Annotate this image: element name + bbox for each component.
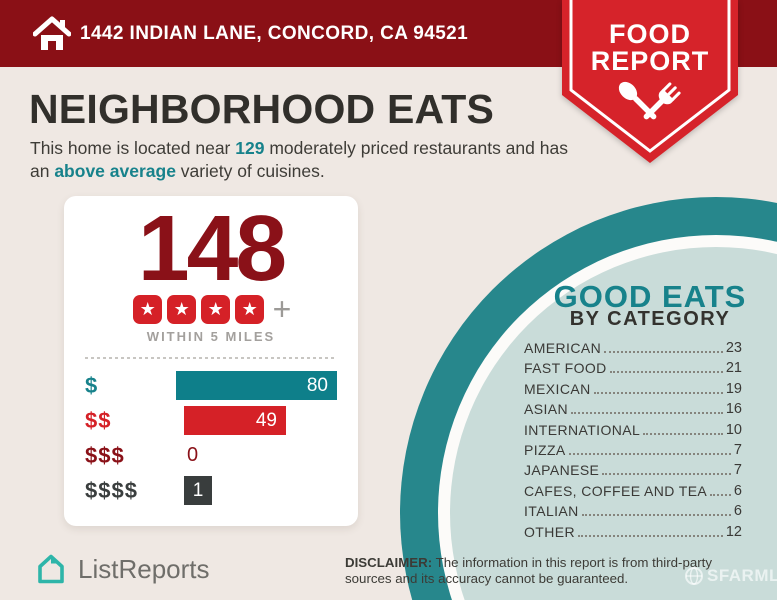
- category-label: PIZZA: [524, 441, 566, 458]
- dot-leader: [602, 473, 731, 476]
- radius-caption: WITHIN 5 MILES: [146, 329, 276, 345]
- badge-line2: REPORT: [591, 46, 710, 76]
- watermark-text: SFARMLS: [707, 566, 777, 585]
- price-level-label: $$$: [85, 442, 125, 468]
- category-row: FAST FOOD 21: [524, 360, 742, 377]
- category-row: INTERNATIONAL 10: [524, 421, 742, 438]
- category-row: OTHER 12: [524, 523, 742, 540]
- price-bar-row: $$$$ 1: [85, 476, 337, 506]
- category-value: 7: [733, 462, 742, 479]
- dashed-divider: [85, 357, 337, 360]
- restaurant-stats-card: 148 ★ ★ ★ ★ + WITHIN 5 MILES $80 $$ 49 $$$ 0 $$$$…: [64, 196, 358, 526]
- restaurant-count-inline: 129: [235, 138, 265, 158]
- dot-leader: [643, 432, 723, 435]
- dot-leader: [609, 371, 723, 374]
- subtitle-text: variety of cuisines.: [175, 161, 325, 182]
- category-label: FAST FOOD: [524, 360, 607, 377]
- dot-leader: [710, 493, 731, 496]
- category-row: CAFES, COFFEE AND TEA 6: [524, 482, 742, 499]
- category-value: 12: [725, 523, 742, 540]
- listreports-logo: ListReports: [33, 551, 210, 587]
- food-report-badge: FOOD REPORT: [562, 0, 738, 163]
- fork-and-spoon-icon: [618, 81, 681, 120]
- good-eats-title: GOOD EATS: [553, 279, 747, 314]
- bar-value: 80: [306, 374, 328, 396]
- category-label: JAPANESE: [524, 462, 600, 479]
- bar-value: 49: [255, 409, 277, 431]
- disclaimer-text: The information in this report is from t…: [345, 555, 713, 587]
- star-rating: ★ ★ ★ ★ +: [64, 291, 358, 328]
- category-label: INTERNATIONAL: [524, 421, 641, 438]
- category-value: 19: [725, 380, 742, 397]
- page-title: NEIGHBORHOOD EATS: [29, 86, 495, 132]
- value-bar: 49: [184, 406, 286, 436]
- price-bar-row: $80: [85, 371, 337, 401]
- category-value: 10: [725, 421, 742, 438]
- globe-icon: [685, 567, 703, 585]
- category-label: CAFES, COFFEE AND TEA: [524, 482, 708, 499]
- category-row: ASIAN 16: [524, 401, 742, 418]
- price-bar-row: $$ 49: [85, 406, 337, 436]
- bar-zone: 80: [176, 371, 337, 401]
- category-label: ASIAN: [524, 401, 569, 418]
- price-level-label: $$: [85, 407, 112, 433]
- star-icon: ★: [133, 295, 163, 325]
- price-level-label: $$$$: [85, 477, 138, 503]
- category-label: AMERICAN: [524, 340, 602, 356]
- category-value: 6: [733, 503, 742, 520]
- dot-leader: [571, 412, 723, 415]
- category-label: ITALIAN: [524, 503, 579, 520]
- category-value: 23: [725, 340, 742, 356]
- category-row: PIZZA 7: [524, 441, 742, 458]
- subtitle-text: This home is located near: [30, 138, 236, 158]
- badge-line1: FOOD: [609, 19, 691, 49]
- property-address: 1442 INDIAN LANE, CONCORD, CA 94521: [80, 23, 469, 44]
- good-eats-subtitle: BY CATEGORY: [569, 308, 731, 330]
- category-label: MEXICAN: [524, 380, 591, 397]
- category-list: AMERICAN 23 FAST FOOD 21 MEXICAN 19 ASIAN 16 INT…: [524, 341, 742, 545]
- star-icon: ★: [235, 295, 265, 325]
- disclaimer: DISCLAIMER: The information in this repo…: [345, 555, 747, 587]
- category-row: MEXICAN 19: [524, 380, 742, 397]
- price-level-label: $: [85, 372, 99, 398]
- category-label: OTHER: [524, 523, 575, 540]
- plus-sign: +: [272, 291, 292, 328]
- dot-leader: [581, 514, 731, 517]
- mls-watermark: SFARMLS: [684, 566, 777, 586]
- disclaimer-label: DISCLAIMER:: [345, 555, 433, 570]
- value-bar: 1: [184, 476, 212, 506]
- category-row: AMERICAN 23: [524, 340, 742, 356]
- listreports-house-icon: [38, 554, 64, 584]
- star-icon: ★: [167, 295, 197, 325]
- category-value: 6: [733, 482, 742, 499]
- dot-leader: [593, 391, 723, 394]
- home-icon: [33, 16, 71, 50]
- dot-leader: [578, 534, 723, 537]
- bar-zone: 1: [184, 476, 337, 506]
- subtitle-text: moderately priced restaurants and has an: [30, 138, 568, 182]
- bar-zone: 49: [184, 406, 337, 436]
- price-bar-row: $$$ 0: [85, 441, 337, 470]
- bar-zone: 0: [184, 441, 337, 470]
- price-level-bar-chart: $80 $$ 49 $$$ 0 $$$$ 1: [85, 371, 337, 506]
- restaurant-count: 148: [137, 196, 287, 300]
- category-row: JAPANESE 7: [524, 462, 742, 479]
- brand-name: ListReports: [78, 553, 210, 584]
- bar-value: 0: [187, 444, 199, 467]
- star-icon: ★: [201, 295, 231, 325]
- category-row: ITALIAN 6: [524, 503, 742, 520]
- category-value: 21: [725, 360, 742, 377]
- value-bar: 80: [176, 371, 337, 401]
- category-value: 7: [733, 441, 742, 458]
- dot-leader: [604, 351, 723, 353]
- bar-value: 1: [192, 479, 204, 501]
- category-value: 16: [725, 401, 742, 418]
- dot-leader: [568, 452, 731, 455]
- page-subtitle: This home is located near 129 moderately…: [30, 137, 578, 183]
- variety-highlight: above average: [54, 161, 176, 182]
